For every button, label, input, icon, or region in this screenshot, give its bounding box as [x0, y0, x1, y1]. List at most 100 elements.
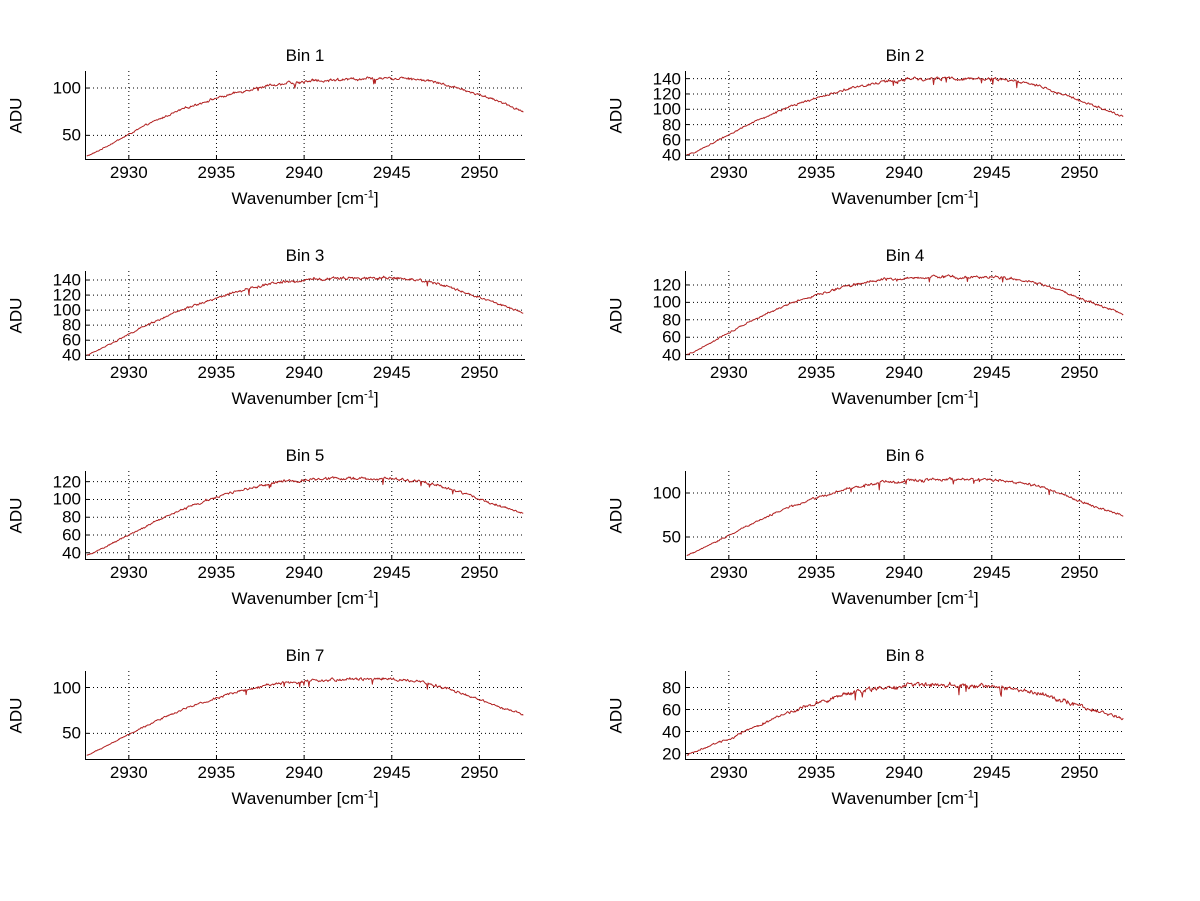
x-axis-label-text: Wavenumber [cm [831, 189, 965, 208]
panel-title: Bin 7 [285, 646, 325, 665]
plot-axes [685, 471, 1125, 560]
y-axis-tick-label: 120 [52, 285, 81, 305]
x-axis-tick-label: 2945 [972, 163, 1011, 182]
x-axis-ticks: 2930 2935 2940 2945 2950 [685, 563, 1125, 585]
data-series-line [86, 677, 524, 756]
plot-panel: Bin 5 ADU 40 60 80 100 120 2930 2935 2940 2945 2950… [0, 446, 600, 646]
x-axis-label-text: Wavenumber [cm [231, 189, 365, 208]
x-axis-label-exponent: -1 [364, 588, 374, 601]
y-axis-ticks: 40 60 80 100 120 [18, 471, 84, 561]
x-axis-tick-label: 2950 [1060, 363, 1099, 382]
y-axis-tick-label: 60 [662, 130, 681, 150]
plot-panel: Bin 2 ADU 40 60 80 100 120 140 2930 2935 2940 2945 2… [600, 46, 1200, 246]
y-axis-tick-label: 100 [652, 483, 681, 503]
x-axis-tick-label: 2945 [972, 363, 1011, 382]
y-axis-tick-label: 100 [652, 99, 681, 119]
x-axis-tick-label: 2940 [285, 163, 324, 182]
x-axis-label-text: Wavenumber [cm [231, 389, 365, 408]
x-axis-tick-label: 2935 [797, 763, 836, 782]
x-axis-label-tail: ] [973, 589, 979, 608]
x-axis-label: Wavenumber [cm-1] [685, 388, 1125, 409]
y-axis-ticks: 40 60 80 100 120 140 [618, 69, 684, 164]
x-axis-tick-label: 2950 [1060, 563, 1099, 582]
x-axis-tick-label: 2940 [885, 763, 924, 782]
x-axis-label-tail: ] [373, 589, 379, 608]
y-axis-ticks: 40 60 80 100 120 [618, 271, 684, 363]
y-axis-ticks: 50 100 [618, 471, 684, 559]
x-axis-tick-label: 2950 [460, 763, 499, 782]
y-axis-tick-label: 140 [652, 69, 681, 89]
panel-title: Bin 5 [285, 446, 325, 465]
data-series-line [686, 681, 1124, 756]
y-axis-tick-label: 100 [52, 489, 81, 509]
x-axis-ticks: 2930 2935 2940 2945 2950 [685, 163, 1125, 185]
x-axis-tick-label: 2935 [197, 763, 236, 782]
x-axis-label-exponent: -1 [964, 388, 974, 401]
y-axis-tick-label: 60 [662, 700, 681, 719]
x-axis-ticks: 2930 2935 2940 2945 2950 [685, 363, 1125, 385]
x-axis-label-exponent: -1 [964, 588, 974, 601]
y-axis-ticks: 50 100 [18, 671, 84, 759]
plot-axes [85, 271, 525, 360]
y-axis-ticks: 50 100 [18, 71, 84, 159]
y-axis-tick-label: 40 [662, 345, 681, 365]
x-axis-tick-label: 2930 [709, 763, 748, 782]
x-axis-tick-label: 2935 [197, 563, 236, 582]
x-axis-tick-label: 2950 [1060, 763, 1099, 782]
x-axis-label-exponent: -1 [364, 388, 374, 401]
x-axis-tick-label: 2950 [1060, 163, 1099, 182]
x-axis-label-tail: ] [973, 789, 979, 808]
x-axis-ticks: 2930 2935 2940 2945 2950 [85, 163, 525, 185]
x-axis-label-text: Wavenumber [cm [831, 789, 965, 808]
plot-axes [85, 471, 525, 560]
x-axis-label-exponent: -1 [364, 188, 374, 201]
y-axis-tick-label: 80 [662, 310, 681, 330]
x-axis-tick-label: 2950 [460, 363, 499, 382]
y-axis-tick-label: 100 [52, 78, 81, 98]
y-axis-tick-label: 120 [652, 84, 681, 104]
x-axis-label-tail: ] [973, 189, 979, 208]
y-axis-tick-label: 40 [62, 345, 81, 365]
x-axis-tick-label: 2945 [372, 763, 411, 782]
y-axis-tick-label: 60 [62, 330, 81, 350]
plot-panel: Bin 3 ADU 40 60 80 100 120 140 2930 2935 2940 2945 2… [0, 246, 600, 446]
data-series-line [86, 476, 524, 556]
x-axis-tick-label: 2940 [285, 363, 324, 382]
plot-axes [685, 271, 1125, 360]
x-axis-label-exponent: -1 [964, 188, 974, 201]
panel-title: Bin 1 [285, 46, 325, 65]
x-axis-ticks: 2930 2935 2940 2945 2950 [85, 563, 525, 585]
data-series-line [86, 275, 524, 356]
plot-panel: Bin 6 ADU 50 100 2930 2935 2940 2945 2950 Wavenum… [600, 446, 1200, 646]
x-axis-tick-label: 2945 [372, 563, 411, 582]
x-axis-tick-label: 2940 [285, 563, 324, 582]
x-axis-label-text: Wavenumber [cm [231, 589, 365, 608]
x-axis-tick-label: 2935 [197, 163, 236, 182]
x-axis-tick-label: 2940 [885, 163, 924, 182]
y-axis-tick-label: 50 [662, 527, 681, 547]
plot-axes [685, 71, 1125, 160]
x-axis-label: Wavenumber [cm-1] [85, 188, 525, 209]
y-axis-tick-label: 140 [52, 270, 81, 290]
y-axis-tick-label: 60 [62, 525, 81, 545]
plot-axes [685, 671, 1125, 760]
x-axis-tick-label: 2930 [709, 163, 748, 182]
y-axis-tick-label: 80 [662, 678, 681, 697]
x-axis-label-tail: ] [973, 389, 979, 408]
x-axis-tick-label: 2945 [972, 563, 1011, 582]
x-axis-tick-label: 2930 [709, 363, 748, 382]
x-axis-tick-label: 2930 [109, 763, 148, 782]
x-axis-tick-label: 2935 [197, 363, 236, 382]
x-axis-tick-label: 2940 [885, 363, 924, 382]
x-axis-tick-label: 2940 [285, 763, 324, 782]
y-axis-ticks: 20 40 60 80 [618, 671, 684, 762]
x-axis-tick-label: 2930 [109, 163, 148, 182]
plot-panel: Bin 4 ADU 40 60 80 100 120 2930 2935 2940 2945 2950… [600, 246, 1200, 446]
x-axis-tick-label: 2940 [885, 563, 924, 582]
x-axis-tick-label: 2930 [109, 363, 148, 382]
x-axis-label: Wavenumber [cm-1] [685, 188, 1125, 209]
y-axis-tick-label: 100 [52, 678, 81, 697]
x-axis-tick-label: 2930 [709, 563, 748, 582]
x-axis-label-tail: ] [373, 789, 379, 808]
x-axis-ticks: 2930 2935 2940 2945 2950 [85, 763, 525, 785]
